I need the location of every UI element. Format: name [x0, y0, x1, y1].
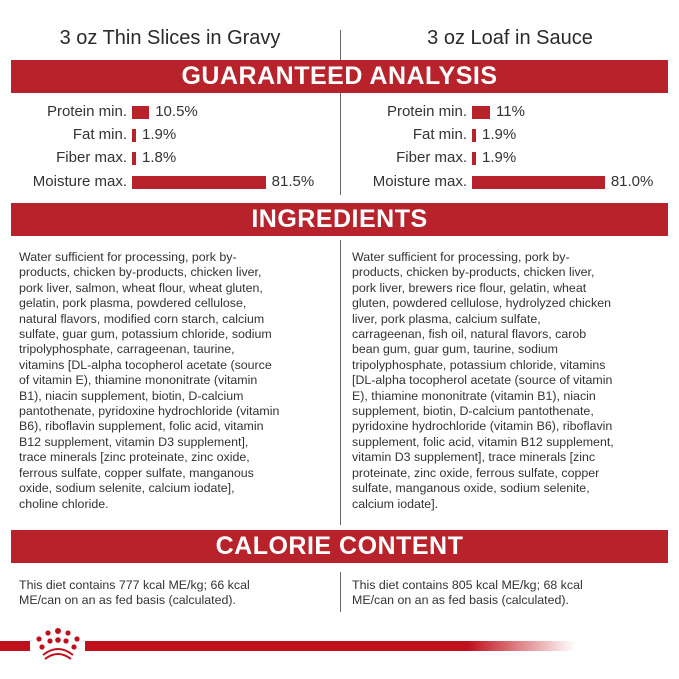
analysis-value: 10.5% [155, 103, 198, 120]
ingredients-line: carrageenan, fish oil, natural flavors, … [352, 327, 587, 342]
analysis-label: Moisture max. [372, 173, 467, 190]
calorie-line: ME/can on an as fed basis (calculated). [19, 593, 236, 608]
ingredients-line: natural flavors, modified corn starch, c… [19, 311, 265, 326]
ingredients-right: Water sufficient for processing, pork by… [352, 250, 614, 512]
analysis-row: Fiber max. 1.8% [0, 148, 679, 168]
ingredients-line: products, chicken by-products, chicken l… [19, 265, 262, 280]
analysis-bar [472, 106, 491, 119]
calorie-line: ME/can on an as fed basis (calculated). [352, 593, 569, 608]
analysis-bar [132, 106, 150, 119]
ingredients-line: pantothenate, pyridoxine hydrochloride (… [19, 404, 280, 419]
analysis-label: Fat min. [412, 126, 467, 143]
analysis-label: Fiber max. [56, 149, 127, 166]
ingredients-line: pyridoxine hydrochloride (vitamin B6), r… [352, 419, 613, 434]
analysis-bar [472, 176, 605, 189]
ingredients-line: trace minerals [zinc proteinate, zinc ox… [19, 450, 250, 465]
ingredients-line: liver, pork plasma, calcium sulfate, [352, 311, 541, 326]
royal-canin-crown-logo-icon [36, 628, 80, 660]
ingredients-header: INGREDIENTS [11, 203, 668, 236]
column-divider [340, 30, 341, 195]
analysis-value: 1.9% [482, 149, 517, 166]
analysis-row: Moisture max. 81.0% [0, 172, 679, 192]
analysis-label: Fiber max. [396, 149, 467, 166]
analysis-bar [132, 176, 266, 189]
ingredients-line: proteinate, zinc oxide, ferrous sulfate,… [352, 465, 600, 480]
analysis-value: 11% [496, 103, 525, 120]
ingredients-line: supplement, folic acid, vitamin B12 supp… [352, 434, 614, 449]
column-divider [340, 240, 341, 525]
analysis-row: Fiber max. 1.9% [0, 148, 679, 168]
ingredients-line: vitamin D3 supplement], trace minerals [… [352, 450, 596, 465]
ingredients-line: supplement, biotin, D-calcium pantothena… [352, 404, 594, 419]
ingredients-line: gelatin, pork plasma, powdered cellulose… [19, 296, 247, 311]
analysis-label: Protein min. [46, 103, 127, 120]
ingredients-line: B1), niacin supplement, biotin, D-calciu… [19, 388, 244, 403]
calorie-content-header: CALORIE CONTENT [11, 530, 668, 563]
analysis-bar [472, 152, 476, 165]
ingredients-left: Water sufficient for processing, pork by… [19, 250, 279, 512]
analysis-value: 81.0% [610, 173, 654, 190]
analysis-row: Protein min. 11% [0, 102, 679, 122]
analysis-bar [132, 152, 136, 165]
analysis-row: Moisture max. 81.5% [0, 172, 679, 192]
analysis-row: Fat min. 1.9% [0, 125, 679, 145]
ingredients-line: B6), riboflavin supplement, folic acid, … [19, 419, 264, 434]
brand-stripe-left [0, 641, 30, 651]
analysis-row: Fat min. 1.9% [0, 125, 679, 145]
ingredients-line: [DL-alpha tocopherol acetate (source of … [352, 373, 613, 388]
ingredients-line: Water sufficient for processing, pork by… [352, 250, 570, 264]
calorie-line: This diet contains 805 kcal ME/kg; 68 kc… [352, 578, 583, 592]
calorie-right: This diet contains 805 kcal ME/kg; 68 kc… [352, 578, 583, 609]
ingredients-line: sulfate, guar gum, potassium chloride, s… [19, 327, 272, 342]
product-title-right: 3 oz Loaf in Sauce [427, 27, 593, 49]
ingredients-line: vitamins [DL-alpha tocopherol acetate (s… [19, 357, 272, 372]
analysis-bar [132, 129, 136, 142]
ingredients-line: tripolyphosphate, carrageenan, taurine, [19, 342, 235, 357]
ingredients-line: products, chicken by-products, chicken l… [352, 265, 595, 280]
guaranteed-analysis-header: GUARANTEED ANALYSIS [11, 60, 668, 93]
calorie-left: This diet contains 777 kcal ME/kg; 66 kc… [19, 578, 250, 609]
analysis-label: Moisture max. [32, 173, 127, 190]
ingredients-line: calcium iodate]. [352, 496, 439, 511]
calorie-line: This diet contains 777 kcal ME/kg; 66 kc… [19, 578, 250, 592]
analysis-value: 1.9% [482, 126, 517, 143]
ingredients-line: Water sufficient for processing, pork by… [19, 250, 237, 264]
ingredients-line: pork liver, brewers rice flour, gelatin,… [352, 280, 587, 295]
ingredients-line: ferrous sulfate, copper sulfate, mangano… [19, 465, 254, 480]
ingredients-line: choline chloride. [19, 496, 109, 511]
analysis-value: 1.9% [142, 126, 177, 143]
ingredients-line: bean gum, guar gum, taurine, sodium [352, 342, 558, 357]
analysis-value: 1.8% [142, 149, 177, 166]
ingredients-line: oxide, sodium selenite, calcium iodate], [19, 481, 235, 496]
ingredients-line: pork liver, salmon, wheat flour, wheat g… [19, 280, 263, 295]
brand-stripe [85, 641, 575, 651]
ingredients-line: of vitamin E), thiamine mononitrate (vit… [19, 373, 258, 388]
ingredients-line: sulfate, manganous oxide, sodium selenit… [352, 481, 590, 496]
analysis-label: Protein min. [386, 103, 467, 120]
analysis-value: 81.5% [271, 173, 315, 190]
product-title-left: 3 oz Thin Slices in Gravy [59, 27, 281, 49]
ingredients-line: B12 supplement, vitamin D3 supplement], [19, 434, 249, 449]
ingredients-line: tripolyphosphate, potassium chloride, vi… [352, 357, 606, 372]
analysis-row: Protein min. 10.5% [0, 102, 679, 122]
ingredients-line: gluten, powdered cellulose, hydrolyzed c… [352, 296, 611, 311]
analysis-label: Fat min. [72, 126, 127, 143]
analysis-bar [472, 129, 476, 142]
column-divider [340, 572, 341, 612]
ingredients-line: E), thiamine mononitrate (vitamin B1), n… [352, 388, 596, 403]
